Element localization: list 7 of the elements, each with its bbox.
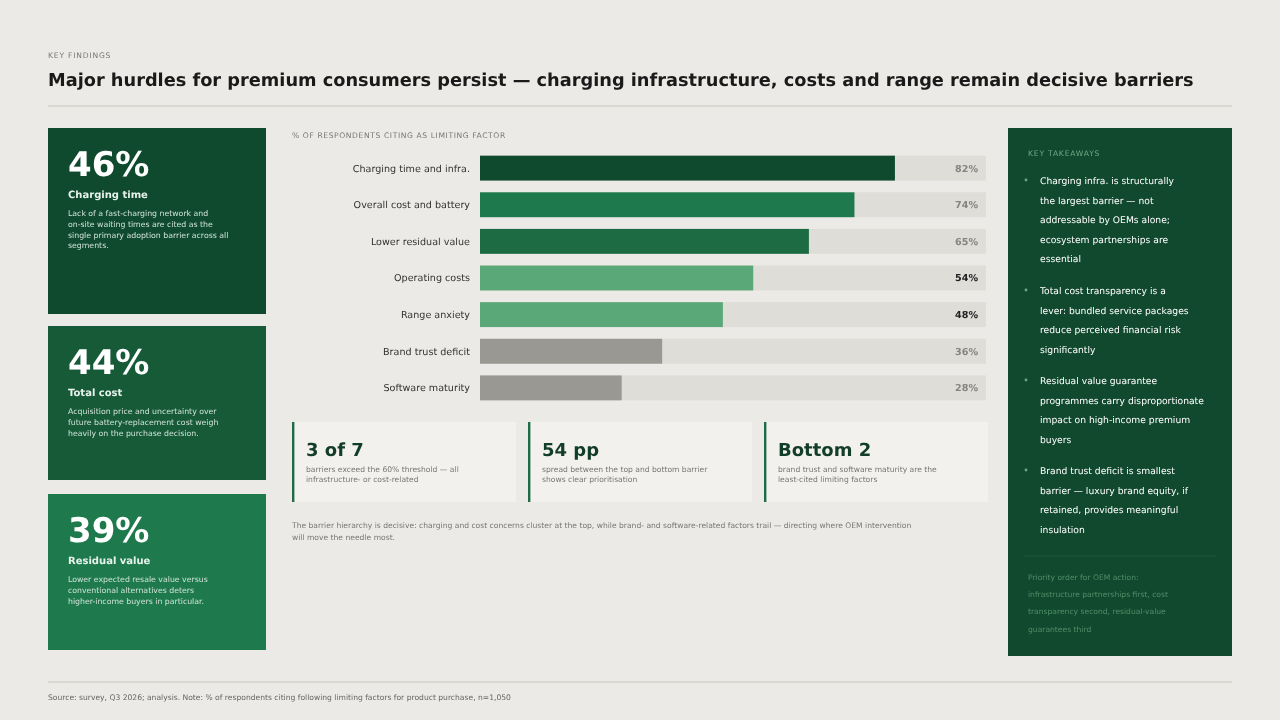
text: 39%: [68, 512, 150, 552]
text: Bottom 2: [778, 442, 872, 462]
text: 46%: [68, 146, 150, 186]
text: 44%: [68, 344, 150, 384]
text: 3 of 7: [306, 442, 364, 462]
chart-title: Major hurdles for premium consumers persist — charging infrastructure, costs and range remain decisive barriers: [48, 72, 1194, 92]
text: 54 pp: [542, 442, 601, 462]
